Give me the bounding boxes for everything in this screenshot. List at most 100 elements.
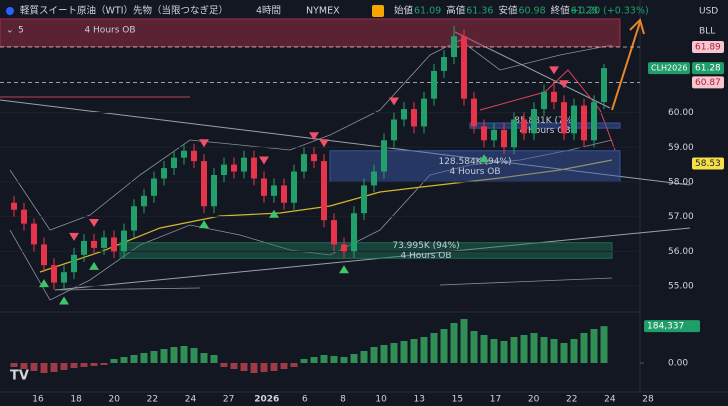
candle-body (541, 91, 547, 110)
exchange: NYMEX (306, 6, 340, 17)
candle-body (91, 240, 97, 248)
price-axis-bg (640, 0, 728, 406)
trendline (0, 99, 691, 186)
osc-bar (310, 357, 318, 363)
osc-bar (100, 363, 108, 365)
indicator-count[interactable]: 5 (18, 26, 24, 36)
osc-bar (270, 363, 278, 371)
osc-bar (530, 333, 538, 363)
price-badge-label: 60.87 (695, 78, 721, 88)
candle-body (131, 206, 137, 231)
unit: BLL (699, 27, 715, 37)
status-icon (372, 5, 384, 17)
candle-body (421, 98, 427, 127)
zone-subtitle: 4 Hours OB (519, 126, 570, 136)
osc-bar (320, 355, 328, 363)
osc-bar (520, 335, 528, 363)
candle-body (451, 36, 457, 58)
candle-body (501, 129, 507, 148)
osc-bar (110, 359, 118, 363)
y-tick-label: 56.00 (668, 247, 694, 257)
candle-body (431, 70, 437, 99)
osc-bar (380, 345, 388, 363)
osc-bar (360, 351, 368, 363)
candle-body (171, 157, 177, 169)
osc-bar (60, 363, 68, 370)
y-tick-label: 57.00 (668, 212, 694, 222)
price-badge (692, 157, 724, 170)
band-upper (9, 39, 613, 231)
x-tick-label: 16 (32, 395, 44, 405)
candle-body (11, 202, 17, 210)
candle-body (21, 209, 27, 224)
osc-bar (20, 363, 28, 369)
moving-average (39, 159, 613, 273)
osc-bar (400, 341, 408, 363)
zone-title: 73.995K (94%) (392, 241, 459, 251)
symbol-icon (6, 7, 14, 15)
sell-signal (559, 80, 569, 89)
osc-bar (180, 346, 188, 363)
oscillator (10, 319, 608, 373)
price-badge (692, 76, 724, 89)
osc-bar (230, 363, 238, 369)
candle-body (591, 102, 597, 141)
candle-body (571, 105, 577, 134)
candle-body (361, 185, 367, 214)
buy-signal (339, 265, 349, 274)
osc-bar (420, 337, 428, 363)
x-tick-label: 17 (490, 395, 501, 405)
osc-bar (210, 355, 218, 363)
osc-bar (370, 347, 378, 363)
price-badge (692, 40, 724, 53)
osc-bar (150, 351, 158, 363)
candles (11, 25, 607, 290)
osc-bar (550, 339, 558, 363)
ohlc-header: 始値 61.09 高値 61.36 安値 60.98 終値 61.28 (394, 5, 598, 17)
zone-subtitle: 4 Hours OB (400, 251, 451, 261)
symbol-label: CLH2026 (651, 64, 687, 73)
osc-bar (300, 359, 308, 363)
indicator-toggle[interactable]: ⌄ (6, 26, 14, 36)
price-badge (692, 62, 724, 75)
logo: TV (10, 369, 29, 384)
osc-bar (440, 329, 448, 363)
buy-signal (39, 279, 49, 288)
zone-subtitle: 4 Hours OB (449, 167, 500, 177)
candle-body (141, 195, 147, 207)
osc-bar (220, 363, 228, 367)
sell-signal (389, 97, 399, 106)
sell-signal (549, 66, 559, 75)
osc-bar (260, 363, 268, 372)
candle-body (371, 171, 377, 186)
candle-body (71, 254, 77, 273)
x-tick-label: 13 (414, 395, 425, 405)
projection-arrow (611, 21, 641, 111)
candle-body (81, 240, 87, 255)
x-tick-label: 22 (147, 395, 158, 405)
trendline (454, 31, 611, 109)
ohlc-value: 61.36 (466, 6, 493, 17)
osc-bar (410, 339, 418, 363)
x-tick-label: 22 (566, 395, 577, 405)
candle-body (401, 109, 407, 120)
osc-bar (590, 329, 598, 363)
candle-body (561, 102, 567, 134)
candle-body (51, 265, 57, 283)
ohlc-label: 安値 (498, 5, 518, 17)
price-badge-label: 58.53 (695, 159, 721, 169)
candle-body (521, 119, 527, 134)
osc-bar (120, 357, 128, 363)
candle-body (471, 98, 477, 127)
osc-tick-label: 0.00 (668, 359, 688, 369)
osc-bar (600, 326, 608, 363)
sell-signal (309, 132, 319, 141)
x-tick-label: 24 (185, 395, 197, 405)
osc-bar (290, 363, 298, 367)
candle-body (411, 109, 417, 127)
candle-body (221, 164, 227, 176)
candle-body (201, 161, 207, 207)
y-tick-label: 59.00 (668, 143, 694, 153)
